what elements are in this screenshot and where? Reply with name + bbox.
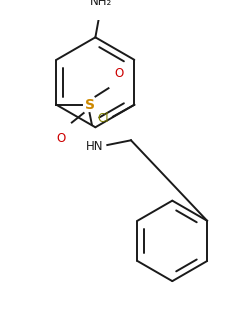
Text: S: S xyxy=(85,98,95,112)
Text: O: O xyxy=(114,67,124,80)
Text: NH₂: NH₂ xyxy=(90,0,112,8)
Text: HN: HN xyxy=(86,140,103,153)
Text: O: O xyxy=(57,132,66,145)
Text: Cl: Cl xyxy=(98,112,110,126)
